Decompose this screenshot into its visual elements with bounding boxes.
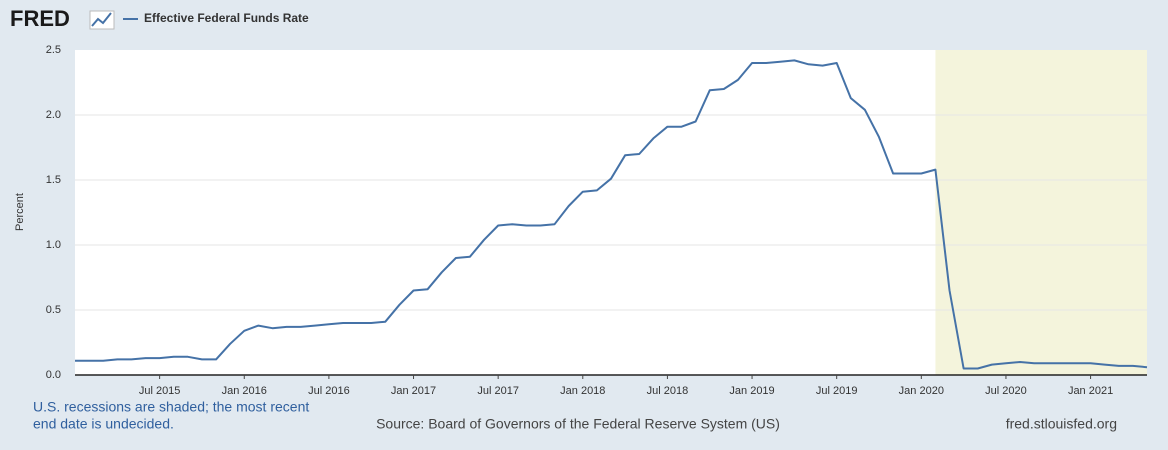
y-tick-label: 0.5 [46, 304, 61, 316]
x-tick-label: Jul 2017 [477, 385, 519, 397]
url: fred.stlouisfed.org [1006, 416, 1117, 432]
y-tick-label: 1.0 [46, 239, 61, 251]
x-tick-label: Jan 2021 [1068, 385, 1113, 397]
x-tick-label: Jan 2017 [391, 385, 436, 397]
logo: FRED [10, 6, 70, 31]
recession-shade [935, 50, 1147, 375]
y-axis-label: Percent [14, 193, 26, 231]
x-tick-label: Jul 2020 [985, 385, 1027, 397]
source: Source: Board of Governors of the Federa… [376, 416, 780, 432]
x-tick-label: Jan 2019 [729, 385, 774, 397]
x-tick-label: Jan 2016 [222, 385, 267, 397]
recession-note: U.S. recessions are shaded; the most rec… [33, 399, 309, 415]
y-tick-label: 2.5 [46, 44, 61, 56]
legend-label: Effective Federal Funds Rate [144, 11, 309, 25]
y-tick-label: 1.5 [46, 174, 61, 186]
series-line [75, 59, 1148, 370]
y-tick-label: 0.0 [46, 369, 61, 381]
x-tick-label: Jan 2020 [899, 385, 944, 397]
x-tick-label: Jul 2018 [647, 385, 689, 397]
logo-icon [89, 10, 115, 30]
y-tick-label: 2.0 [46, 109, 61, 121]
x-tick-label: Jul 2016 [308, 385, 350, 397]
x-tick-label: Jan 2018 [560, 385, 605, 397]
x-tick-label: Jul 2015 [139, 385, 181, 397]
recession-note: end date is undecided. [33, 416, 174, 432]
x-tick-label: Jul 2019 [816, 385, 858, 397]
